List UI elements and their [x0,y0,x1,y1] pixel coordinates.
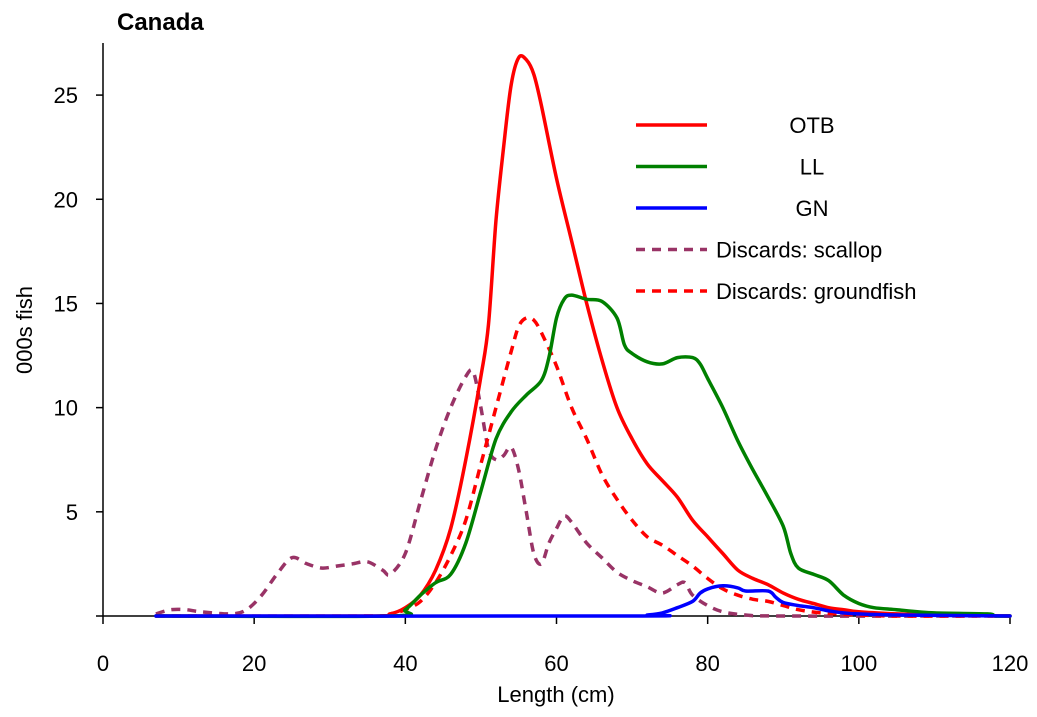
plot-area: 0 20 40 60 80 100 120 5 10 15 20 25 [54,43,1028,676]
series-line-gn [154,584,1012,618]
y-tick-label: 15 [54,291,78,316]
legend-label: GN [796,196,829,221]
series-line-otb [154,54,1012,618]
x-tick-label: 80 [695,651,719,676]
x-tick-label: 60 [544,651,568,676]
y-tick-label: 20 [54,187,78,212]
series-line-discards-groundfish [155,315,1011,618]
x-tick-label: 20 [242,651,266,676]
x-tick-label: 40 [393,651,417,676]
y-tick-label: 10 [54,396,78,421]
series-line-ll [154,293,1012,619]
x-axis-ticks: 0 20 40 60 80 100 120 [97,616,1028,676]
legend-label: LL [800,155,824,180]
legend: OTB LL GN Discards: scallop Discards: ground… [636,113,917,304]
x-tick-label: 120 [992,651,1029,676]
x-tick-label: 100 [840,651,877,676]
y-tick-label: 5 [66,500,78,525]
y-tick-label: 25 [54,83,78,108]
chart-title: Canada [117,9,204,36]
y-axis-title: 000s fish [12,286,37,374]
x-tick-label: 0 [97,651,109,676]
legend-label: OTB [789,113,834,138]
series-line-discards-scallop [155,368,1011,618]
series-group [154,54,1012,619]
y-axis-ticks: 5 10 15 20 25 [54,83,103,617]
legend-label: Discards: groundfish [716,279,917,304]
x-axis-title: Length (cm) [497,682,614,707]
legend-label: Discards: scallop [716,238,882,263]
